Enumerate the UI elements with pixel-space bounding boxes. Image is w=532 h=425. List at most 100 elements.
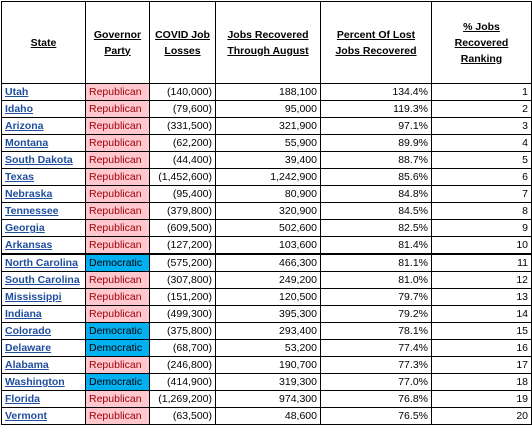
job-losses-cell: (375,800) bbox=[149, 322, 216, 340]
job-losses-cell: (151,200) bbox=[149, 288, 216, 306]
state-link[interactable]: Washington bbox=[1, 373, 86, 391]
header-percent-recovered[interactable]: Percent Of Lost Jobs Recovered bbox=[320, 1, 432, 84]
state-link[interactable]: Arkansas bbox=[1, 236, 86, 255]
jobs-recovered-cell: 103,600 bbox=[215, 236, 321, 255]
job-losses-cell: (1,269,200) bbox=[149, 390, 216, 408]
percent-recovered-cell: 76.5% bbox=[320, 407, 432, 425]
header-recovery-ranking[interactable]: % Jobs Recovered Ranking bbox=[431, 1, 532, 84]
percent-recovered-cell: 81.4% bbox=[320, 236, 432, 255]
governor-party-cell: Republican bbox=[85, 151, 150, 169]
jobs-recovered-cell: 320,900 bbox=[215, 202, 321, 220]
percent-recovered-cell: 89.9% bbox=[320, 134, 432, 152]
percent-recovered-cell: 79.2% bbox=[320, 305, 432, 323]
job-losses-cell: (62,200) bbox=[149, 134, 216, 152]
jobs-recovered-cell: 39,400 bbox=[215, 151, 321, 169]
state-link[interactable]: Tennessee bbox=[1, 202, 86, 220]
jobs-recovered-cell: 502,600 bbox=[215, 219, 321, 237]
table-row: Florida Republican (1,269,200) 974,300 76.8%… bbox=[1, 390, 532, 408]
governor-party-cell: Republican bbox=[85, 305, 150, 323]
ranking-cell: 11 bbox=[431, 253, 532, 272]
state-link[interactable]: Montana bbox=[1, 134, 86, 152]
jobs-recovered-cell: 55,900 bbox=[215, 134, 321, 152]
state-link[interactable]: Vermont bbox=[1, 407, 86, 425]
ranking-cell: 7 bbox=[431, 185, 532, 203]
job-losses-cell: (609,500) bbox=[149, 219, 216, 237]
governor-party-cell: Republican bbox=[85, 168, 150, 186]
governor-party-cell: Republican bbox=[85, 288, 150, 306]
ranking-cell: 5 bbox=[431, 151, 532, 169]
ranking-cell: 16 bbox=[431, 339, 532, 357]
table-header: State Governor Party COVID Job Losses Jo… bbox=[1, 1, 532, 84]
job-losses-cell: (95,400) bbox=[149, 185, 216, 203]
state-link[interactable]: Texas bbox=[1, 168, 86, 186]
table-row: Idaho Republican (79,600) 95,000 119.3% 2 bbox=[1, 100, 532, 118]
state-link[interactable]: Mississippi bbox=[1, 288, 86, 306]
table-row: Tennessee Republican (379,800) 320,900 84.5%… bbox=[1, 202, 532, 220]
state-link[interactable]: Georgia bbox=[1, 219, 86, 237]
state-link[interactable]: South Carolina bbox=[1, 271, 86, 289]
state-link[interactable]: Utah bbox=[1, 83, 86, 101]
jobs-recovered-cell: 395,300 bbox=[215, 305, 321, 323]
table-row: Utah Republican (140,000) 188,100 134.4% 1 bbox=[1, 83, 532, 101]
ranking-cell: 15 bbox=[431, 322, 532, 340]
job-losses-cell: (140,000) bbox=[149, 83, 216, 101]
state-link[interactable]: North Carolina bbox=[1, 253, 86, 272]
ranking-cell: 12 bbox=[431, 271, 532, 289]
state-link[interactable]: Indiana bbox=[1, 305, 86, 323]
percent-recovered-cell: 81.0% bbox=[320, 271, 432, 289]
job-losses-cell: (68,700) bbox=[149, 339, 216, 357]
percent-recovered-cell: 85.6% bbox=[320, 168, 432, 186]
table-row: Montana Republican (62,200) 55,900 89.9% 4 bbox=[1, 134, 532, 152]
table-row: South Carolina Republican (307,800) 249,200… bbox=[1, 271, 532, 289]
percent-recovered-cell: 76.8% bbox=[320, 390, 432, 408]
state-link[interactable]: Florida bbox=[1, 390, 86, 408]
header-covid-job-losses[interactable]: COVID Job Losses bbox=[149, 1, 216, 84]
job-losses-cell: (127,200) bbox=[149, 236, 216, 255]
jobs-recovered-cell: 293,400 bbox=[215, 322, 321, 340]
job-losses-cell: (79,600) bbox=[149, 100, 216, 118]
header-jobs-recovered[interactable]: Jobs Recovered Through August bbox=[215, 1, 321, 84]
jobs-recovered-cell: 80,900 bbox=[215, 185, 321, 203]
job-losses-cell: (499,300) bbox=[149, 305, 216, 323]
state-link[interactable]: Arizona bbox=[1, 117, 86, 135]
header-state[interactable]: State bbox=[1, 1, 86, 84]
governor-party-cell: Democratic bbox=[85, 339, 150, 357]
state-link[interactable]: South Dakota bbox=[1, 151, 86, 169]
job-losses-cell: (379,800) bbox=[149, 202, 216, 220]
header-governor-party[interactable]: Governor Party bbox=[85, 1, 150, 84]
state-link[interactable]: Colorado bbox=[1, 322, 86, 340]
table-row: Texas Republican (1,452,600) 1,242,900 85.6%… bbox=[1, 168, 532, 186]
governor-party-cell: Democratic bbox=[85, 322, 150, 340]
percent-recovered-cell: 78.1% bbox=[320, 322, 432, 340]
state-link[interactable]: Nebraska bbox=[1, 185, 86, 203]
table-row: Arkansas Republican (127,200) 103,600 81.4% 1… bbox=[1, 236, 532, 255]
state-link[interactable]: Idaho bbox=[1, 100, 86, 118]
percent-recovered-cell: 134.4% bbox=[320, 83, 432, 101]
job-losses-cell: (414,900) bbox=[149, 373, 216, 391]
table-row: Mississippi Republican (151,200) 120,500 79.… bbox=[1, 288, 532, 306]
jobs-recovered-cell: 1,242,900 bbox=[215, 168, 321, 186]
percent-recovered-cell: 77.3% bbox=[320, 356, 432, 374]
ranking-cell: 3 bbox=[431, 117, 532, 135]
governor-party-cell: Democratic bbox=[85, 373, 150, 391]
job-losses-cell: (331,500) bbox=[149, 117, 216, 135]
percent-recovered-cell: 79.7% bbox=[320, 288, 432, 306]
percent-recovered-cell: 84.5% bbox=[320, 202, 432, 220]
ranking-cell: 8 bbox=[431, 202, 532, 220]
ranking-cell: 13 bbox=[431, 288, 532, 306]
governor-party-cell: Republican bbox=[85, 134, 150, 152]
state-link[interactable]: Delaware bbox=[1, 339, 86, 357]
table-row: Arizona Republican (331,500) 321,900 97.1% 3 bbox=[1, 117, 532, 135]
jobs-recovered-cell: 466,300 bbox=[215, 253, 321, 272]
state-link[interactable]: Alabama bbox=[1, 356, 86, 374]
table-row: Alabama Republican (246,800) 190,700 77.3% 17 bbox=[1, 356, 532, 374]
percent-recovered-cell: 88.7% bbox=[320, 151, 432, 169]
governor-party-cell: Republican bbox=[85, 185, 150, 203]
ranking-cell: 2 bbox=[431, 100, 532, 118]
percent-recovered-cell: 77.4% bbox=[320, 339, 432, 357]
table-row: Washington Democratic (414,900) 319,300 77.0… bbox=[1, 373, 532, 391]
ranking-cell: 14 bbox=[431, 305, 532, 323]
governor-party-cell: Republican bbox=[85, 219, 150, 237]
governor-party-cell: Republican bbox=[85, 117, 150, 135]
